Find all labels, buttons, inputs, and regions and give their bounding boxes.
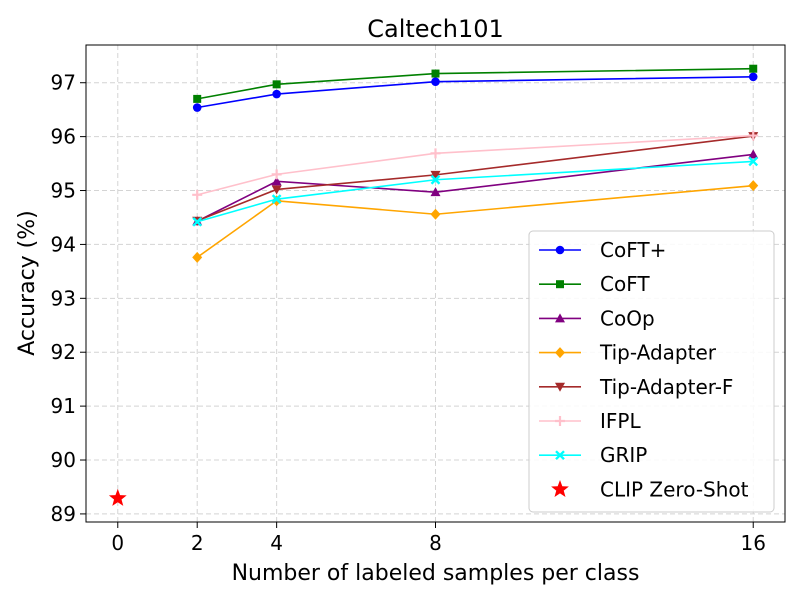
data-point — [271, 194, 282, 204]
series-line — [196, 135, 754, 222]
data-point — [271, 169, 282, 180]
legend-marker — [555, 245, 565, 255]
legend-marker — [556, 280, 564, 289]
data-point — [748, 72, 758, 82]
data-point — [271, 185, 282, 195]
legend-item: CoFT+ — [539, 238, 666, 262]
legend-items: CoFT+ CoFT CoOp Tip-Adapter Tip-Adapter-F IFP… — [539, 238, 749, 501]
x-tick-label: 8 — [429, 531, 442, 555]
series-line — [196, 153, 754, 222]
legend-label: CLIP Zero-Shot — [600, 477, 749, 501]
legend-item: IFPL — [539, 409, 641, 433]
data-point — [748, 180, 759, 192]
legend-item: CoFT — [539, 272, 650, 296]
legend-label: CoOp — [600, 306, 655, 330]
legend-item: CLIP Zero-Shot — [551, 477, 749, 501]
y-tick-label: 91 — [51, 394, 76, 418]
series-line — [196, 160, 754, 223]
legend-box — [528, 230, 775, 513]
y-tick-label: 94 — [51, 232, 76, 256]
x-tick-label: 0 — [111, 531, 124, 555]
data-point — [430, 148, 441, 159]
series-line — [197, 76, 754, 109]
legend-marker — [555, 347, 565, 359]
data-point — [272, 89, 281, 99]
series-line — [197, 134, 754, 196]
axis-ticks: 0 2 4 8 16 89 90 91 92 93 94 95 96 97 — [51, 71, 766, 555]
series-grip — [192, 156, 759, 227]
data-point — [748, 130, 759, 141]
series-line — [197, 67, 754, 100]
legend-item: Tip-Adapter-F — [539, 375, 733, 399]
series-coft — [193, 64, 758, 103]
legend-label: CoFT+ — [600, 238, 666, 262]
legend-label: GRIP — [600, 443, 647, 467]
series-line — [196, 184, 754, 259]
data-point — [749, 64, 758, 73]
data-point — [193, 94, 202, 103]
x-tick-label: 4 — [270, 531, 283, 555]
data-point — [748, 156, 759, 167]
data-point — [430, 174, 441, 185]
series-layer — [108, 64, 759, 506]
y-axis-label: Accuracy (%) — [15, 210, 40, 356]
series-ifpl — [192, 130, 759, 200]
legend-marker — [555, 382, 565, 392]
data-point — [192, 216, 203, 227]
y-tick-label: 92 — [51, 340, 76, 364]
data-point — [430, 208, 441, 220]
y-tick-label: 90 — [51, 448, 76, 472]
legend-item: GRIP — [539, 443, 647, 467]
legend-marker — [555, 450, 565, 461]
chart-title: Caltech101 — [367, 15, 504, 43]
legend-marker — [551, 480, 569, 497]
grid — [86, 45, 785, 522]
legend-item: CoOp — [539, 306, 655, 330]
legend-label: Tip-Adapter — [599, 341, 717, 365]
legend: CoFT+ CoFT CoOp Tip-Adapter Tip-Adapter-F IFP… — [528, 230, 775, 513]
series-coft- — [192, 72, 758, 112]
data-point — [271, 176, 282, 186]
legend-label: Tip-Adapter-F — [599, 375, 733, 399]
y-tick-label: 96 — [51, 125, 76, 149]
data-point — [431, 69, 440, 78]
data-point — [272, 80, 281, 89]
series-clip-zero-shot — [108, 488, 127, 506]
y-tick-label: 95 — [51, 179, 76, 203]
data-point — [431, 77, 440, 86]
y-tick-label: 97 — [51, 71, 76, 95]
data-point — [192, 251, 203, 263]
legend-item: Tip-Adapter — [539, 341, 717, 365]
y-tick-label: 89 — [51, 502, 76, 526]
x-tick-label: 2 — [191, 531, 204, 555]
x-tick-label: 16 — [741, 531, 766, 555]
x-axis-label: Number of labeled samples per class — [232, 561, 640, 586]
data-point — [430, 187, 441, 197]
legend-marker — [555, 313, 565, 323]
legend-label: IFPL — [600, 409, 641, 433]
data-point — [748, 149, 759, 159]
data-point — [108, 488, 127, 506]
data-point — [430, 170, 441, 180]
data-point — [192, 103, 202, 112]
data-point — [192, 189, 203, 200]
y-tick-label: 93 — [51, 286, 76, 310]
legend-marker — [555, 416, 565, 426]
legend-label: CoFT — [600, 272, 650, 296]
